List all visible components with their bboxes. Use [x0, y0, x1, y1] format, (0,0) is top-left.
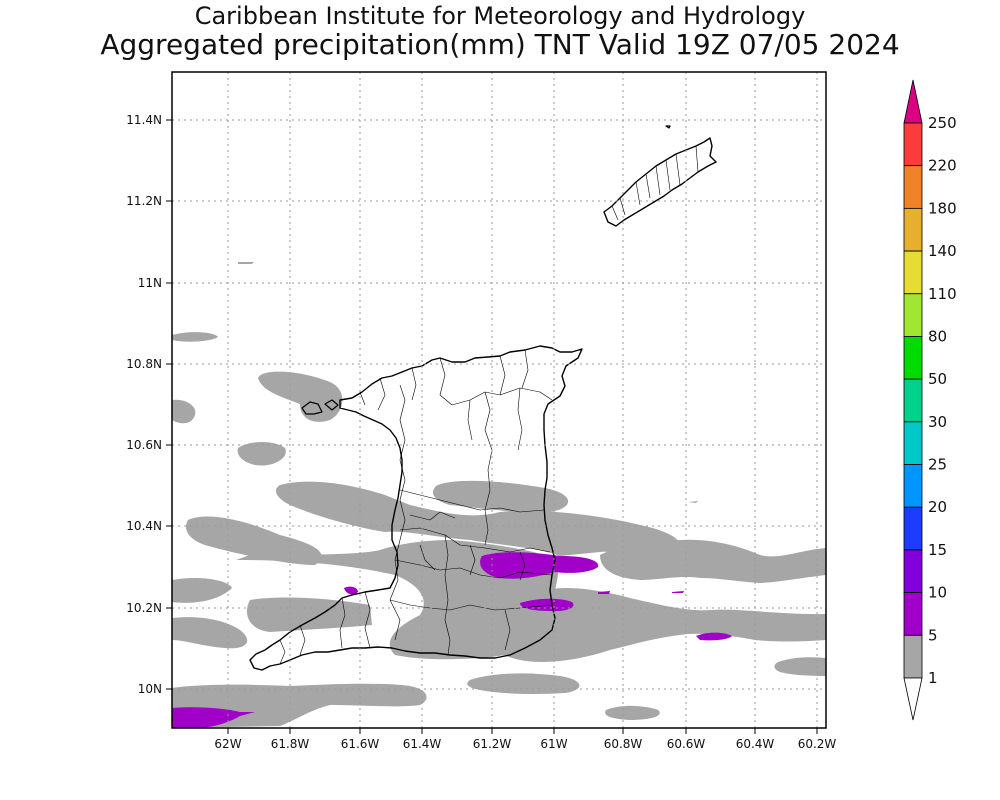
- legend-arrow-bottom: [903, 677, 923, 721]
- legend-label: 15: [928, 541, 947, 559]
- lat-tick-label: 10.2N: [126, 601, 162, 615]
- legend-color-box: [903, 336, 923, 380]
- legend-color-box: [903, 506, 923, 551]
- latitude-labels: 11.4N 11.2N 11N 10.8N 10.6N 10.4N 10.2N …: [126, 113, 162, 696]
- lon-tick-label: 62W: [214, 737, 241, 751]
- legend-color-box: [903, 549, 923, 594]
- lon-tick-label: 61.2W: [473, 737, 512, 751]
- rain-5-10mm-areas: [172, 552, 732, 728]
- legend-label: 30: [928, 413, 947, 431]
- legend-label: 180: [928, 199, 957, 217]
- legend-color-box: [903, 250, 923, 295]
- map-title-institute: Caribbean Institute for Meteorology and …: [194, 2, 806, 30]
- legend-color-box: [903, 165, 923, 209]
- lon-tick-label: 61.4W: [403, 737, 442, 751]
- lat-tick-label: 10.4N: [126, 519, 162, 533]
- legend-label: 50: [928, 370, 947, 388]
- tobago-parish-boundaries: [611, 145, 699, 221]
- rain-1-5mm-areas: [172, 262, 826, 728]
- legend-label: 10: [928, 584, 947, 602]
- lon-tick-label: 60.2W: [798, 737, 837, 751]
- coastlines-and-boundaries: [249, 125, 717, 671]
- lon-tick-label: 61W: [540, 737, 567, 751]
- lon-tick-label: 60.8W: [604, 737, 643, 751]
- legend-color-box: [903, 293, 923, 337]
- trinidad-regional-boundaries: [279, 349, 553, 665]
- tobago-coastline: [603, 137, 717, 227]
- legend-label: 25: [928, 456, 947, 474]
- legend-label: 1: [928, 669, 938, 687]
- legend-label: 20: [928, 498, 947, 516]
- legend-color-box: [903, 464, 923, 508]
- legend-label: 5: [928, 626, 938, 644]
- graticule: [172, 72, 826, 728]
- legend-label: 140: [928, 242, 957, 260]
- lat-tick-label: 10N: [138, 682, 162, 696]
- legend-label: 80: [928, 327, 947, 345]
- lat-tick-label: 10.6N: [126, 438, 162, 452]
- lon-tick-label: 61.8W: [271, 737, 310, 751]
- lat-tick-label: 10.8N: [126, 357, 162, 371]
- lon-tick-label: 60.6W: [667, 737, 706, 751]
- legend-color-box: [903, 122, 923, 167]
- legend-label: 220: [928, 157, 957, 175]
- longitude-labels: 62W 61.8W 61.6W 61.4W 61.2W 61W 60.8W 60…: [214, 737, 836, 751]
- legend-arrow-top: [903, 79, 923, 124]
- legend-color-box: [903, 207, 923, 252]
- legend-color-box: [903, 378, 923, 423]
- legend-color-box: [903, 421, 923, 465]
- lat-tick-label: 11.2N: [126, 194, 162, 208]
- plot-frame: [171, 71, 827, 729]
- precipitation-field: [172, 262, 826, 728]
- lat-tick-label: 11.4N: [126, 113, 162, 127]
- legend-label: 110: [928, 285, 957, 303]
- map-title-product: Aggregated precipitation(mm) TNT Valid 1…: [100, 28, 900, 61]
- lat-tick-label: 11N: [138, 276, 162, 290]
- legend-label: 250: [928, 114, 957, 132]
- axis-ticks: [166, 119, 818, 734]
- lon-tick-label: 60.4W: [736, 737, 775, 751]
- legend-color-box: [903, 592, 923, 636]
- lon-tick-label: 61.6W: [341, 737, 380, 751]
- legend-color-box: [903, 634, 923, 679]
